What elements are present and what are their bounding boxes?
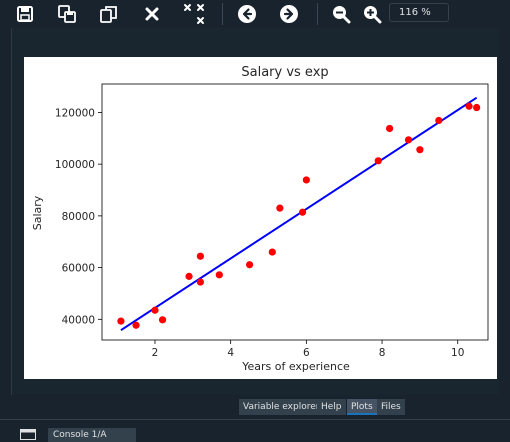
y-axis-ticks: 40000 60000 80000 100000 120000: [55, 107, 102, 326]
right-panel-edge: [498, 28, 510, 424]
data-point: [473, 103, 481, 112]
x-tick-label: 10: [451, 347, 464, 359]
y-tick-label: 40000: [62, 314, 95, 326]
zoom-value-field[interactable]: 116 %: [389, 3, 449, 22]
x-tick-label: 6: [303, 347, 310, 359]
chart-title: Salary vs exp: [241, 65, 328, 80]
remove-all-plots-icon[interactable]: [181, 2, 207, 26]
data-point: [196, 252, 204, 260]
plot-figure[interactable]: Salary vs exp 40000 60000 80000 100000 12000…: [24, 57, 497, 379]
data-point: [185, 272, 193, 280]
data-point: [416, 146, 424, 154]
x-tick-label: 2: [152, 347, 159, 359]
data-point: [268, 248, 276, 256]
y-tick-label: 100000: [55, 159, 95, 171]
toolbar-separator: [317, 3, 318, 25]
previous-plot-icon[interactable]: [234, 2, 260, 26]
console-icon: [20, 429, 36, 440]
data-point: [117, 317, 125, 325]
zoom-out-icon[interactable]: [328, 2, 354, 26]
y-tick-label: 80000: [62, 211, 95, 223]
data-point: [276, 204, 284, 212]
save-all-icon[interactable]: [54, 2, 80, 26]
data-point: [435, 116, 443, 125]
data-point: [132, 321, 140, 329]
regression-line-group: [120, 96, 478, 332]
save-icon[interactable]: [12, 2, 38, 26]
left-panel-edge: [0, 28, 11, 424]
data-point: [404, 136, 413, 144]
toolbar-separator: [222, 3, 223, 25]
plots-toolbar: 116 %: [0, 0, 510, 28]
x-axis-label: Years of experience: [241, 360, 350, 373]
data-point: [374, 157, 382, 165]
scatter-chart: Salary vs exp 40000 60000 80000 100000 12000…: [31, 65, 489, 373]
console-pane-header: Console 1/A: [0, 419, 510, 442]
zoom-in-icon[interactable]: [359, 2, 385, 26]
data-point: [196, 278, 204, 286]
tab-plots[interactable]: Plots: [347, 399, 377, 415]
y-axis-label: Salary: [31, 195, 44, 230]
tab-files[interactable]: Files: [377, 399, 405, 415]
x-tick-label: 4: [227, 347, 234, 359]
remove-plot-icon[interactable]: [139, 2, 165, 26]
x-tick-label: 8: [379, 347, 386, 359]
pane-tabbar: Variable explorer Help Plots Files: [11, 395, 498, 419]
next-plot-icon[interactable]: [276, 2, 302, 26]
data-point: [465, 102, 473, 110]
data-point: [151, 306, 159, 314]
data-point: [302, 176, 310, 184]
regression-line: [120, 96, 478, 332]
tab-console[interactable]: Console 1/A: [48, 428, 136, 442]
data-point: [245, 261, 254, 269]
data-point: [386, 124, 394, 133]
tab-variable-explorer[interactable]: Variable explorer: [239, 399, 324, 415]
axes-frame: [101, 83, 489, 341]
copy-icon[interactable]: [96, 2, 122, 26]
data-point: [215, 271, 223, 279]
y-tick-label: 120000: [55, 107, 95, 119]
data-points: [117, 102, 481, 329]
data-point: [298, 208, 307, 216]
x-axis-ticks: 2 4 6 8 10: [152, 340, 464, 359]
data-point: [158, 316, 167, 324]
tab-help[interactable]: Help: [317, 399, 346, 415]
y-tick-label: 60000: [62, 263, 95, 275]
